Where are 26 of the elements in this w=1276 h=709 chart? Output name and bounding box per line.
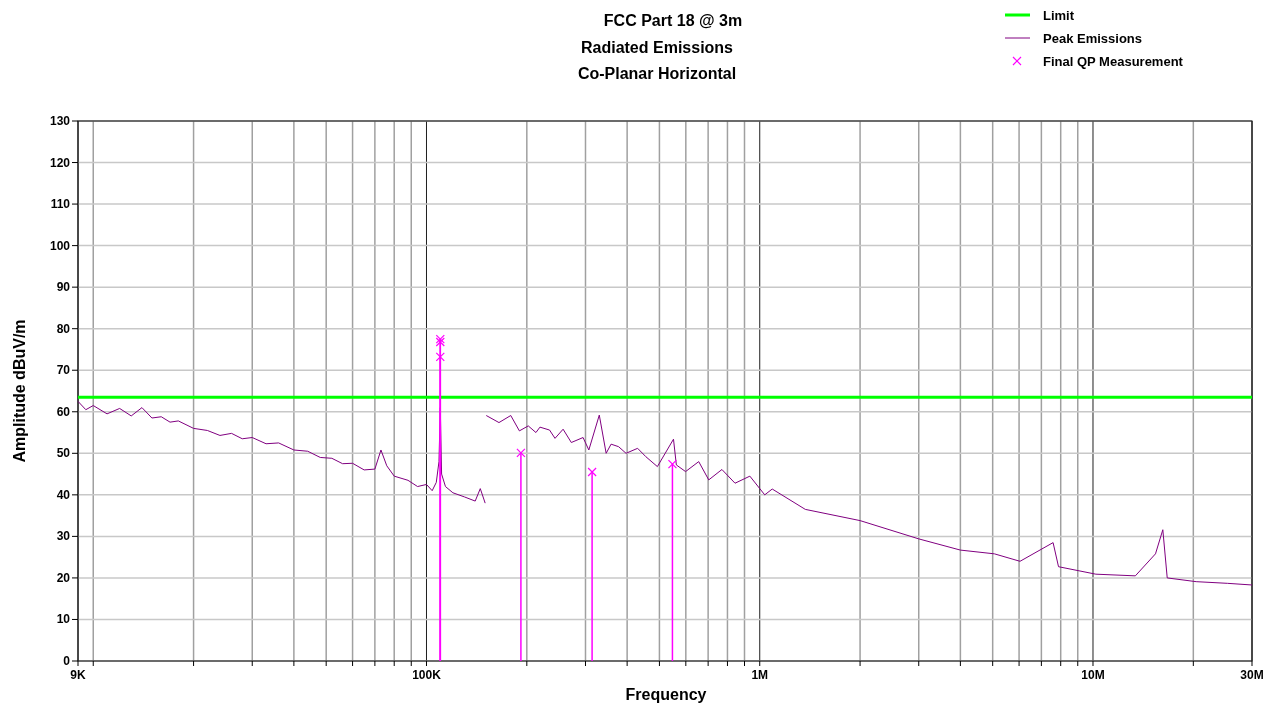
x-tick-label: 9K xyxy=(70,668,86,682)
y-tick-label: 0 xyxy=(63,654,71,668)
y-tick-label: 10 xyxy=(56,612,71,627)
chart-title: FCC Part 18 @ 3m xyxy=(603,12,743,29)
legend-label: Limit xyxy=(1043,8,1075,23)
y-tick-label: 60 xyxy=(56,404,71,419)
x-tick-label: 10M xyxy=(1081,668,1105,682)
y-tick-label: 90 xyxy=(56,280,71,295)
legend-label: Peak Emissions xyxy=(1043,31,1142,46)
x-tick-label: 30M xyxy=(1240,668,1264,682)
y-tick-label: 20 xyxy=(56,570,71,585)
x-tick-label: 100K xyxy=(412,668,442,682)
y-axis-title: Amplitude dBuV/m xyxy=(11,319,28,463)
x-tick-label: 1M xyxy=(751,668,769,682)
legend-label: Final QP Measurement xyxy=(1043,54,1184,69)
y-tick-label: 120 xyxy=(49,155,71,170)
y-tick-label: 80 xyxy=(56,321,71,336)
y-tick-label: 130 xyxy=(49,114,71,128)
y-tick-label: 50 xyxy=(56,446,71,461)
y-tick-label: 40 xyxy=(56,487,71,502)
y-tick-label: 70 xyxy=(56,363,71,378)
y-tick-label: 110 xyxy=(50,197,71,212)
x-axis-title: Frequency xyxy=(625,686,707,703)
y-tick-label: 30 xyxy=(56,529,71,544)
chart-subtitle: Radiated Emissions Co-Planar Horizontal xyxy=(577,39,737,82)
y-tick-label: 100 xyxy=(49,238,71,253)
